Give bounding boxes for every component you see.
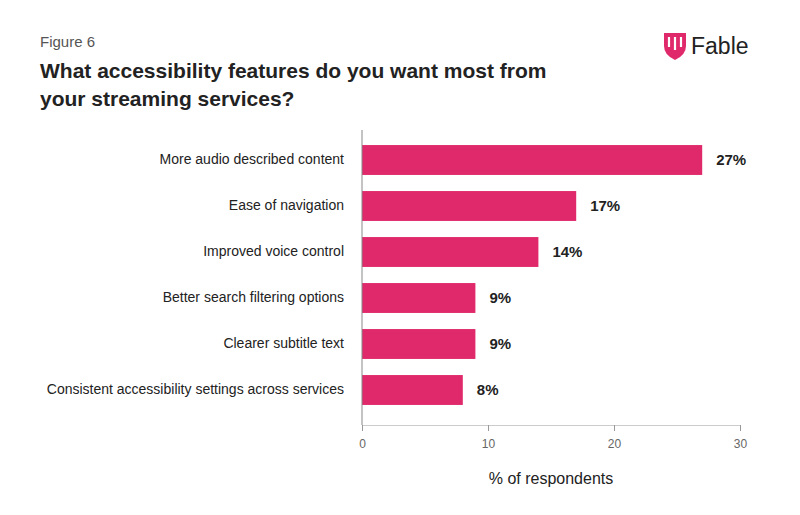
x-tick: 10 xyxy=(482,425,496,451)
bar xyxy=(362,375,463,405)
x-tick-mark xyxy=(740,425,741,431)
y-tick-label: Improved voice control xyxy=(203,243,344,259)
y-tick-label: Better search filtering options xyxy=(163,289,344,305)
y-tick-label: Ease of navigation xyxy=(229,197,344,213)
bar xyxy=(362,283,475,313)
logo: Fable xyxy=(664,33,749,60)
bar xyxy=(362,191,576,221)
y-tick-label: More audio described content xyxy=(160,151,345,167)
data-label: 27% xyxy=(716,151,746,168)
y-tick-label: Clearer subtitle text xyxy=(223,335,344,351)
figure-label: Figure 6 xyxy=(40,33,95,50)
logo-icon xyxy=(664,33,686,60)
y-tick: Clearer subtitle text xyxy=(223,335,344,351)
logo-text: Fable xyxy=(691,33,749,59)
data-labels: 27% 17% 14% 9% 9% 8% xyxy=(477,151,746,398)
y-axis: More audio described content Ease of navi… xyxy=(47,151,344,397)
x-tick: 30 xyxy=(734,425,748,451)
y-tick: More audio described content xyxy=(160,151,345,167)
data-label: 9% xyxy=(489,289,511,306)
bar xyxy=(362,237,538,267)
x-tick-label: 30 xyxy=(734,437,748,451)
x-tick: 20 xyxy=(608,425,622,451)
chart: Figure 6 Fable What accessibility features… xyxy=(0,0,800,515)
y-tick: Improved voice control xyxy=(203,243,344,259)
x-tick-label: 0 xyxy=(359,437,366,451)
y-tick: Better search filtering options xyxy=(163,289,344,305)
bars xyxy=(362,145,702,405)
bar xyxy=(362,329,475,359)
x-tick-mark xyxy=(488,425,489,431)
y-tick-label: Consistent accessibility settings across… xyxy=(47,381,344,397)
x-tick-label: 10 xyxy=(482,437,496,451)
data-label: 8% xyxy=(477,381,499,398)
y-axis-line xyxy=(362,130,363,425)
y-tick: Ease of navigation xyxy=(229,197,344,213)
x-tick-mark xyxy=(362,425,363,431)
data-label: 9% xyxy=(489,335,511,352)
x-axis-title: % of respondents xyxy=(489,470,614,487)
title-line: What accessibility features do you want … xyxy=(40,59,546,82)
data-label: 17% xyxy=(590,197,620,214)
bar xyxy=(362,145,702,175)
title-line: your streaming services? xyxy=(40,87,294,110)
title: What accessibility features do you want … xyxy=(40,59,546,110)
logo-icon-lines xyxy=(669,37,681,50)
y-tick: Consistent accessibility settings across… xyxy=(47,381,344,397)
data-label: 14% xyxy=(552,243,582,260)
x-tick-mark xyxy=(614,425,615,431)
x-axis: 0 10 20 30 xyxy=(359,425,747,451)
x-tick: 0 xyxy=(359,425,366,451)
x-axis-line xyxy=(363,426,741,432)
x-tick-label: 20 xyxy=(608,437,622,451)
